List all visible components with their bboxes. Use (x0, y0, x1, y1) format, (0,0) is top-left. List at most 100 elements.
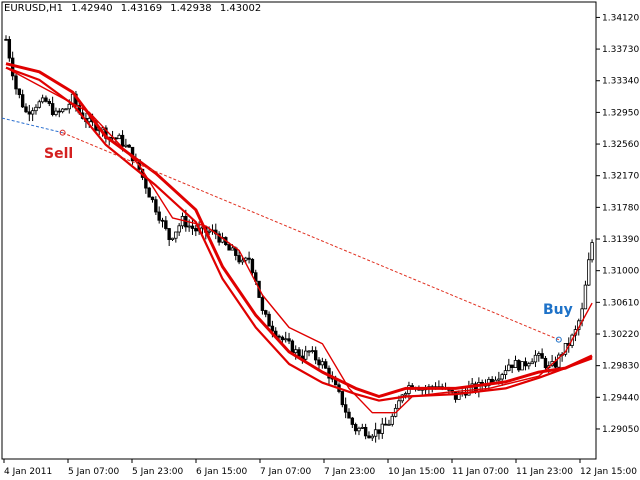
sell-signal-label: Sell (44, 146, 74, 162)
candle-body (170, 237, 175, 240)
candle-body (27, 111, 32, 115)
candle-body (387, 423, 391, 426)
candle-body (303, 350, 308, 360)
candle-body (34, 106, 38, 112)
time-tick-label: 7 Jan 07:00 (260, 467, 312, 477)
time-tick-label: 7 Jan 23:00 (324, 467, 376, 477)
candle-body (523, 361, 528, 367)
candle-body (227, 244, 231, 251)
time-tick-label: 12 Jan 15:00 (580, 467, 637, 477)
candle-body (367, 435, 371, 439)
time-tick-label: 4 Jan 2011 (4, 467, 52, 477)
price-tick-label: 1.34120 (602, 13, 639, 23)
candle-body (527, 363, 531, 367)
candle-body (154, 199, 158, 213)
candle-body (24, 106, 28, 113)
open-price: 1.42940 (71, 3, 113, 14)
close-price: 1.43002 (219, 3, 262, 14)
candle-body (297, 349, 301, 357)
candle-body (360, 426, 365, 429)
candle-body (14, 75, 18, 90)
candle-body (60, 108, 65, 113)
candle-body (237, 255, 241, 263)
moving-average-line (5, 62, 593, 398)
price-tick-label: 1.30610 (602, 298, 639, 308)
candle-body (147, 187, 151, 198)
candle-body (370, 435, 374, 439)
candle-body (4, 38, 8, 41)
low-price: 1.42938 (170, 3, 212, 14)
time-tick-label: 11 Jan 07:00 (452, 467, 509, 477)
price-tick-label: 1.31390 (602, 235, 639, 245)
candle-body (217, 233, 221, 243)
candle-body (520, 361, 524, 371)
candle-body (160, 219, 165, 222)
price-tick-label: 1.31000 (602, 267, 639, 277)
candle-body (20, 94, 25, 108)
candle-body (290, 340, 295, 354)
plot-frame (1, 1, 597, 460)
candle-body (44, 97, 48, 102)
candle-body (377, 429, 381, 434)
candle-body (507, 364, 511, 372)
candle-body (30, 110, 35, 115)
candle-body (533, 354, 538, 363)
time-tick-label: 5 Jan 07:00 (68, 467, 120, 477)
candle-body (537, 353, 541, 356)
candle-body (194, 228, 198, 232)
candle-body (240, 259, 245, 263)
candle-body (510, 364, 514, 368)
candle-body (264, 310, 268, 315)
candle-body (207, 230, 211, 233)
candle-body (120, 134, 125, 147)
candle-body (357, 427, 361, 432)
candle-body (373, 429, 378, 437)
signal-connector-line (62, 132, 559, 341)
candle-body (294, 349, 298, 354)
candle-body (260, 297, 265, 311)
candle-body (157, 211, 161, 221)
candle-body (250, 258, 255, 274)
candle-body (270, 325, 275, 332)
candle-body (190, 225, 195, 229)
candle-body (347, 411, 351, 419)
candle-body (503, 370, 508, 375)
candle-body (320, 361, 325, 366)
candle-body (383, 423, 388, 426)
time-tick-label: 6 Jan 15:00 (196, 467, 248, 477)
candle-body (397, 400, 401, 409)
candle-body (363, 426, 368, 437)
candle-body (530, 361, 534, 365)
sell-marker (59, 129, 66, 136)
moving-average-line (5, 66, 593, 402)
candle-body (280, 336, 285, 341)
price-tick-label: 1.32170 (602, 172, 639, 182)
candle-body (284, 338, 288, 341)
candle-body (403, 393, 408, 396)
time-tick-label: 5 Jan 23:00 (132, 467, 184, 477)
candle-body (67, 103, 71, 110)
price-tick-label: 1.33730 (602, 45, 639, 55)
candle-body (187, 225, 191, 228)
price-tick-label: 1.30220 (602, 330, 639, 340)
candle-body (317, 359, 321, 366)
candle-body (117, 134, 121, 140)
candle-body (40, 97, 45, 103)
candle-body (543, 357, 548, 369)
price-tick-label: 1.32950 (602, 108, 639, 118)
candle-body (277, 335, 281, 338)
candle-body (513, 360, 518, 368)
candle-body (557, 354, 561, 368)
candle-body (490, 378, 494, 383)
price-tick-label: 1.33340 (602, 77, 639, 87)
candle-body (583, 284, 588, 310)
time-tick-label: 11 Jan 23:00 (516, 467, 573, 477)
moving-average-line (5, 67, 593, 414)
candle-body (17, 88, 22, 96)
candle-body (124, 144, 128, 147)
candle-body (380, 423, 384, 434)
candle-body (47, 100, 51, 104)
buy-signal-label: Buy (543, 302, 573, 318)
